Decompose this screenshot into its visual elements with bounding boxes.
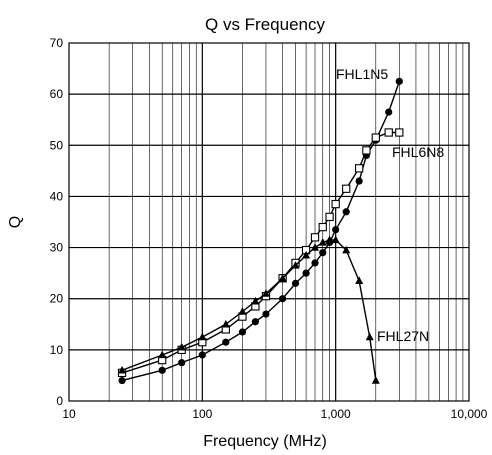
- data-point-triangle: [331, 235, 340, 244]
- x-tick-label: 100: [192, 407, 212, 421]
- data-point-circle: [238, 328, 247, 336]
- chart-title: Q vs Frequency: [205, 15, 325, 34]
- x-tick-label: 10,000: [451, 407, 488, 421]
- data-point-square: [395, 128, 404, 137]
- data-point-circle: [158, 366, 166, 374]
- y-tick-label: 30: [50, 241, 64, 255]
- data-point-circle: [222, 338, 230, 346]
- data-point-circle: [342, 208, 350, 216]
- data-point-triangle: [251, 296, 260, 305]
- series-fhl27n: [118, 235, 380, 384]
- grid: [68, 42, 470, 402]
- data-point-triangle: [221, 319, 230, 328]
- data-point-circle: [302, 269, 310, 277]
- data-point-square: [325, 212, 334, 222]
- data-point-circle: [385, 108, 393, 116]
- data-series: [117, 77, 404, 385]
- data-point-circle: [291, 279, 300, 287]
- data-point-triangle: [365, 332, 374, 341]
- y-tick-label: 20: [50, 292, 64, 306]
- series-fhl6n8: [117, 128, 404, 378]
- data-point-triangle: [355, 276, 364, 285]
- data-point-square: [342, 184, 351, 193]
- series-labels: FHL1N5 FHL6N8 FHL27N: [336, 66, 444, 344]
- data-point-triangle: [318, 238, 327, 246]
- y-tick-label: 40: [50, 189, 64, 203]
- series-label-fhl1n5: FHL1N5: [336, 66, 388, 82]
- data-point-circle: [319, 249, 327, 257]
- y-tick-label: 50: [50, 138, 64, 152]
- data-point-triangle: [311, 243, 320, 251]
- data-point-circle: [251, 318, 259, 326]
- x-tick-label: 1,000: [321, 407, 351, 421]
- data-point-square: [371, 133, 380, 142]
- series-line: [121, 81, 400, 382]
- data-point-triangle: [325, 235, 334, 244]
- data-point-triangle: [302, 250, 311, 259]
- data-point-triangle: [261, 289, 270, 297]
- data-point-triangle: [342, 245, 351, 254]
- data-point-circle: [198, 351, 206, 359]
- data-point-triangle: [118, 365, 127, 374]
- y-tick-label: 10: [50, 343, 64, 357]
- data-point-square: [310, 233, 320, 242]
- data-point-square: [354, 164, 364, 173]
- data-point-circle: [311, 259, 319, 267]
- data-point-triangle: [198, 332, 207, 341]
- data-point-square: [362, 146, 371, 155]
- y-axis-title: Q: [7, 216, 24, 228]
- x-axis-title: Frequency (MHz): [203, 433, 327, 450]
- data-point-circle: [262, 310, 270, 318]
- data-point-square: [331, 199, 340, 209]
- data-point-triangle: [177, 342, 186, 351]
- data-point-square: [318, 222, 327, 232]
- y-tick-label: 0: [56, 394, 63, 408]
- plot-frame: [68, 42, 470, 402]
- data-point-triangle: [278, 273, 287, 282]
- x-tick-label: 10: [62, 407, 76, 421]
- data-point-triangle: [371, 376, 380, 384]
- series-fhl1n5: [118, 77, 403, 385]
- data-point-circle: [332, 226, 340, 234]
- series-label-fhl6n8: FHL6N8: [392, 144, 444, 160]
- y-tick-label: 60: [50, 87, 64, 101]
- y-tick-label: 70: [50, 36, 64, 50]
- data-point-circle: [355, 177, 363, 185]
- data-point-circle: [118, 376, 126, 385]
- data-point-circle: [178, 359, 186, 367]
- data-point-circle: [395, 77, 403, 85]
- data-point-triangle: [158, 350, 167, 359]
- series-label-fhl27n: FHL27N: [377, 328, 429, 344]
- data-point-triangle: [238, 307, 247, 315]
- data-point-triangle: [291, 261, 300, 269]
- data-point-square: [384, 128, 393, 137]
- data-point-circle: [279, 295, 287, 303]
